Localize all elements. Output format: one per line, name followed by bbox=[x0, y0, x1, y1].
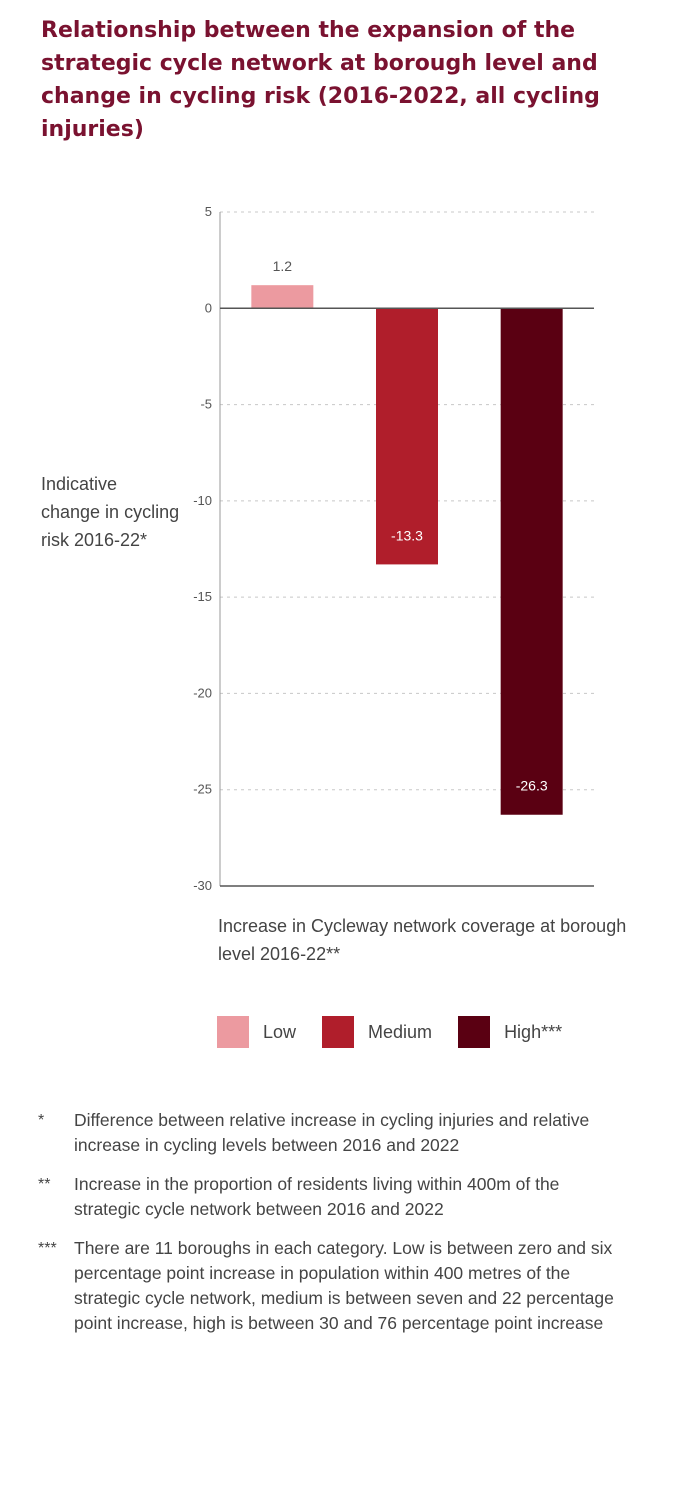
y-tick-label: -25 bbox=[193, 782, 212, 797]
footnote-text: Increase in the proportion of residents … bbox=[74, 1174, 560, 1219]
legend-item-high: High*** bbox=[458, 1016, 562, 1048]
legend-swatch-high bbox=[458, 1016, 491, 1048]
footnote-mark: * bbox=[38, 1112, 45, 1129]
y-tick-label: -30 bbox=[193, 878, 212, 893]
footnote: *** There are 11 boroughs in each catego… bbox=[38, 1236, 658, 1336]
legend: Low Medium High*** bbox=[217, 1016, 588, 1048]
legend-label-low: Low bbox=[263, 1021, 297, 1042]
y-tick-label: -10 bbox=[193, 493, 212, 508]
legend-label-high: High*** bbox=[504, 1021, 563, 1042]
data-label: -26.3 bbox=[516, 778, 548, 794]
data-label: 1.2 bbox=[273, 258, 293, 274]
legend-swatch-medium bbox=[322, 1016, 355, 1048]
legend-item-low: Low bbox=[217, 1016, 296, 1048]
y-axis-label: Indicative change in cycling risk 2016-2… bbox=[41, 474, 180, 550]
footnote: * Difference between relative increase i… bbox=[38, 1108, 658, 1158]
y-tick-label: 5 bbox=[205, 204, 212, 219]
bar-chart: 5 0 -5 -10 -15 -20 -25 -30 1.2 -13.3 -26.3 bbox=[193, 204, 594, 893]
y-tick-label: -15 bbox=[193, 589, 212, 604]
footnote: ** Increase in the proportion of residen… bbox=[38, 1172, 658, 1222]
footnote-text: Difference between relative increase in … bbox=[74, 1110, 590, 1155]
bar-medium bbox=[376, 308, 438, 565]
legend-item-medium: Medium bbox=[322, 1016, 432, 1048]
bar-low bbox=[251, 285, 314, 309]
y-tick-label: 0 bbox=[205, 300, 212, 315]
legend-swatch-low bbox=[217, 1016, 249, 1048]
footnotes: * Difference between relative increase i… bbox=[38, 1108, 658, 1350]
data-label: -13.3 bbox=[391, 527, 423, 543]
x-axis-label: Increase in Cycleway network coverage at… bbox=[218, 916, 627, 964]
footnote-text: There are 11 boroughs in each category. … bbox=[74, 1238, 614, 1333]
footnote-mark: *** bbox=[38, 1240, 57, 1257]
footnote-mark: ** bbox=[38, 1176, 51, 1193]
y-tick-label: -5 bbox=[200, 397, 212, 412]
bar-high bbox=[500, 308, 563, 815]
legend-label-medium: Medium bbox=[368, 1021, 433, 1042]
chart-title: Relationship between the expansion of th… bbox=[41, 18, 600, 142]
y-tick-label: -20 bbox=[193, 685, 212, 700]
